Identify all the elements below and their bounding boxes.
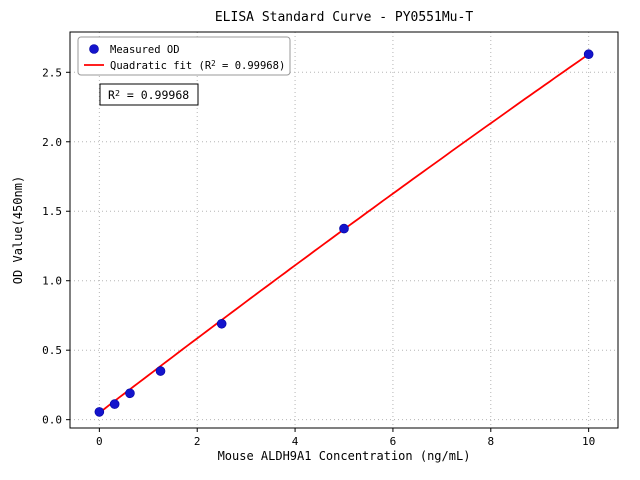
y-tick-label: 0.5 xyxy=(42,344,62,357)
data-point xyxy=(339,223,349,234)
x-tick-label: 8 xyxy=(487,435,494,448)
data-point xyxy=(155,366,166,376)
fit-line xyxy=(98,53,590,414)
legend-dot-icon xyxy=(89,44,99,54)
annotation-text: R2 = 0.99968 xyxy=(108,88,189,102)
y-tick-label: 1.0 xyxy=(42,275,62,288)
x-tick-label: 0 xyxy=(96,435,103,448)
legend-label-measured-od: Measured OD xyxy=(110,44,180,56)
data-point xyxy=(583,49,594,60)
x-tick-label: 6 xyxy=(390,435,397,448)
data-point xyxy=(216,318,227,329)
x-tick-label: 2 xyxy=(194,435,201,448)
legend-box xyxy=(77,36,291,76)
y-tick-label: 2.5 xyxy=(42,66,62,79)
y-tick-label: 1.5 xyxy=(42,205,62,218)
x-axis-label: Mouse ALDH9A1 Concentration (ng/mL) xyxy=(218,449,471,463)
x-tick-label: 4 xyxy=(292,435,299,448)
plot-title: ELISA Standard Curve - PY0551Mu-T xyxy=(215,10,473,25)
data-point xyxy=(125,388,135,399)
legend-label-quadratic-fit: Quadratic fit (R2 = 0.99968) xyxy=(110,59,285,72)
plot-area-border xyxy=(69,31,619,429)
legend: Measured OD Quadratic fit (R2 = 0.99968) xyxy=(77,36,291,76)
data-point xyxy=(109,399,120,409)
x-tick-label: 10 xyxy=(582,435,595,448)
y-tick-label: 2.0 xyxy=(42,136,62,149)
r-squared-annotation: R2 = 0.99968 xyxy=(99,83,199,106)
y-axis-label: OD Value(450nm) xyxy=(11,176,25,284)
annotation-box xyxy=(99,83,199,106)
data-point xyxy=(94,407,105,417)
y-tick-label: 0.0 xyxy=(42,414,62,427)
